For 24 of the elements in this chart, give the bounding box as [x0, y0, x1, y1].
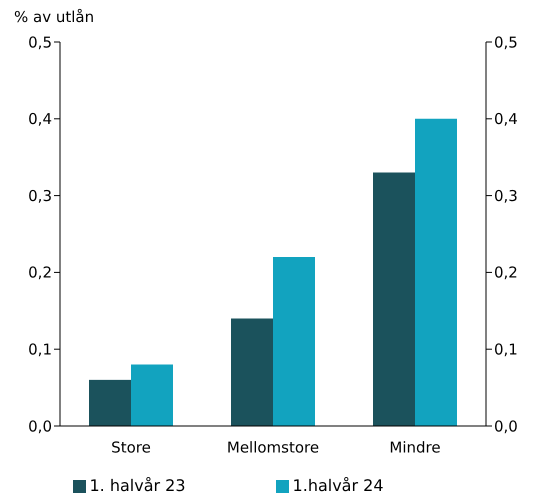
x-tick-label: Mellomstore [226, 438, 320, 457]
y-tick-label: 0,0 [28, 417, 52, 436]
y2-tick-label: 0,2 [494, 264, 518, 282]
bar [273, 257, 315, 426]
legend-label: 1. halvår 23 [90, 476, 186, 495]
y-tick-label: 0,1 [28, 340, 52, 359]
bar [231, 318, 273, 426]
bar [89, 380, 131, 426]
y2-tick-label: 0,3 [494, 186, 518, 205]
y-tick-label: 0,2 [28, 264, 52, 282]
y2-tick-label: 0,4 [494, 110, 518, 128]
legend-label: 1.halvår 24 [292, 476, 384, 495]
bar [415, 118, 457, 426]
y2-tick-label: 0,1 [494, 340, 518, 359]
y-tick-label: 0,5 [28, 33, 52, 52]
y2-tick-label: 0,0 [494, 417, 518, 436]
x-tick-label: Mindre [389, 438, 441, 457]
bar [373, 172, 415, 426]
bar [131, 364, 173, 426]
y-tick-label: 0,4 [28, 110, 52, 128]
x-tick-label: Store [111, 438, 151, 457]
y-tick-label: 0,3 [28, 186, 52, 205]
y2-tick-label: 0,5 [494, 33, 518, 52]
y-axis-title: % av utlån [14, 8, 94, 26]
